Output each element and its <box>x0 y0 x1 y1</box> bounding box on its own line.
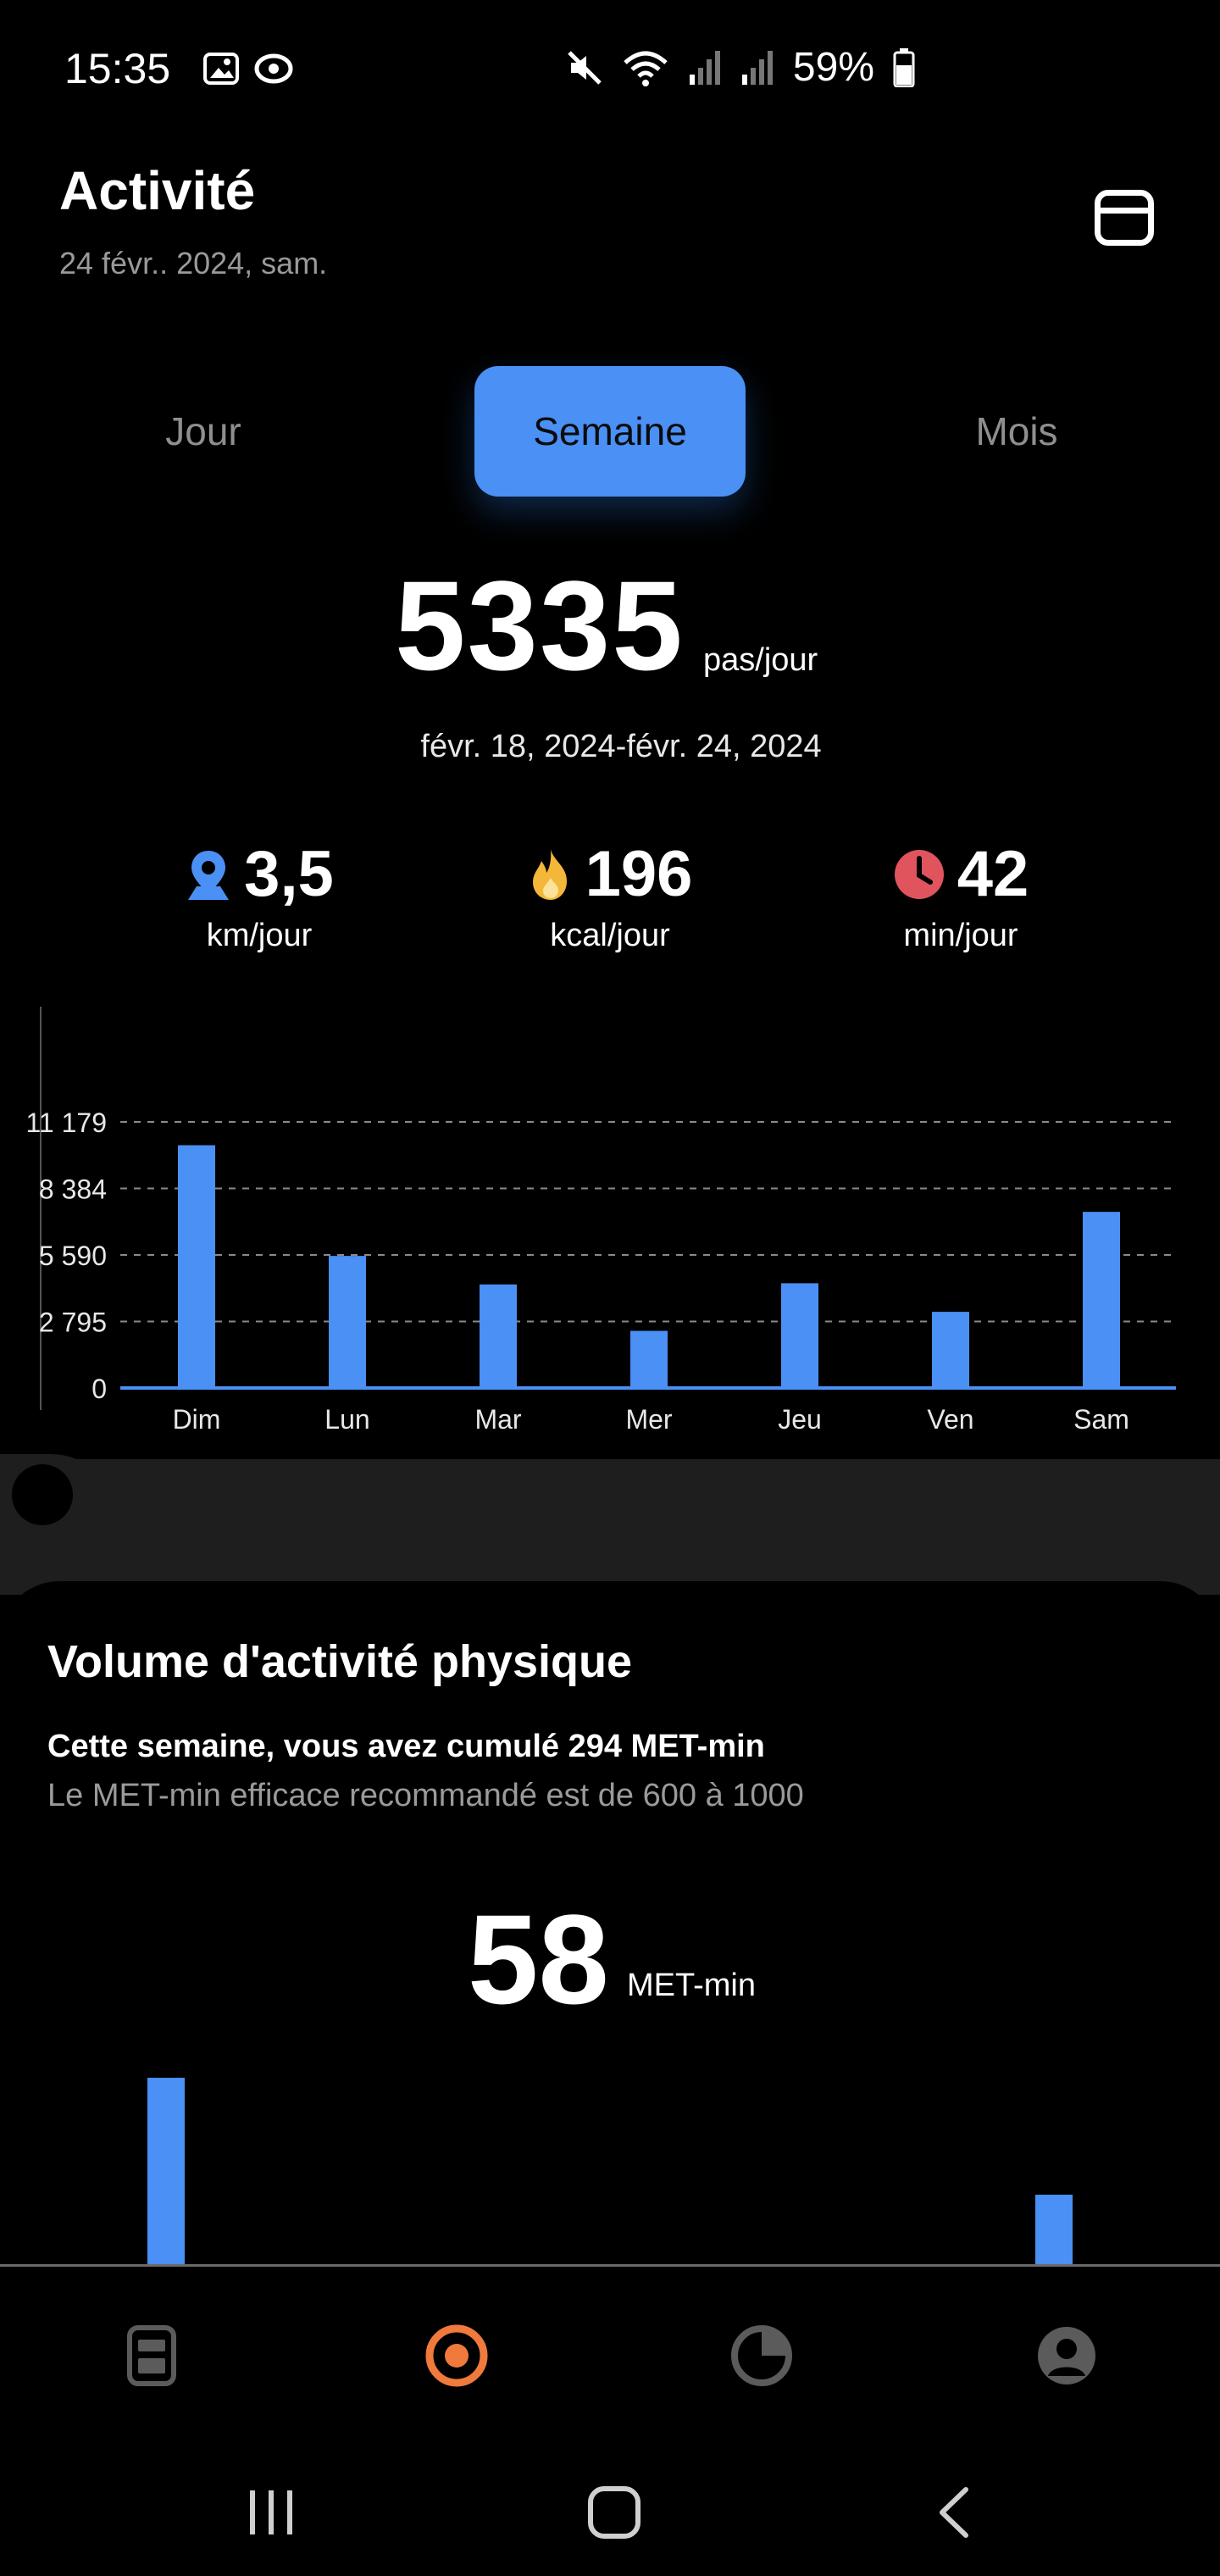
duration-unit: min/jour <box>903 918 1018 953</box>
chart-y-tick-label: 8 384 <box>39 1174 107 1205</box>
chart-x-tick-label: Sam <box>1073 1404 1129 1435</box>
activity-target-icon <box>425 2324 488 2387</box>
gallery-icon <box>203 53 239 85</box>
chart-y-tick-label: 5 590 <box>39 1241 107 1271</box>
system-navigation <box>0 2451 1220 2576</box>
chart-bar <box>781 1283 818 1388</box>
chart-bar <box>932 1312 969 1388</box>
recent-apps-button[interactable] <box>234 2474 310 2551</box>
activity-volume-card <box>0 1581 1220 2276</box>
recent-apps-icon <box>250 2490 292 2534</box>
calories-value: 196 <box>585 838 693 910</box>
distance-unit: km/jour <box>206 918 313 953</box>
steps-per-day-value: 5335 <box>395 554 685 697</box>
section-divider <box>0 1459 1220 1595</box>
met-chart-bar <box>147 2078 185 2264</box>
home-icon <box>588 2486 640 2539</box>
chart-x-tick-label: Mar <box>474 1404 521 1435</box>
calendar-icon[interactable] <box>1095 190 1154 246</box>
tab-day[interactable]: Jour <box>165 409 241 453</box>
section-title: Volume d'activité physique <box>47 1636 633 1687</box>
calories-metric: 196 kcal/jour <box>483 837 737 954</box>
signal-icon-2 <box>741 50 773 85</box>
nav-activity[interactable] <box>419 2318 495 2394</box>
mute-icon <box>568 50 602 85</box>
location-pin-icon <box>188 850 230 900</box>
met-unit: MET-min <box>627 1968 756 2003</box>
chart-y-tick-label: 2 795 <box>39 1307 107 1337</box>
tab-month[interactable]: Mois <box>975 409 1058 453</box>
chart-bar <box>178 1145 215 1388</box>
battery-icon <box>893 47 915 87</box>
chart-bar <box>329 1256 366 1388</box>
chart-x-tick-label: Dim <box>173 1404 221 1435</box>
status-notification-icons <box>203 53 293 85</box>
date-range: févr. 18, 2024-févr. 24, 2024 <box>420 729 822 764</box>
signal-icon-1 <box>689 50 720 85</box>
calories-unit: kcal/jour <box>550 918 670 953</box>
page-title: Activité <box>59 160 256 221</box>
nav-sleep[interactable] <box>724 2318 800 2394</box>
chart-bar <box>480 1284 517 1388</box>
decorative-dot <box>12 1464 73 1525</box>
chart-y-tick-label: 11 179 <box>26 1108 108 1138</box>
app-notification-icon <box>254 53 293 84</box>
nav-daily-summary[interactable] <box>114 2318 190 2394</box>
met-recommendation: Le MET-min efficace recommandé est de 60… <box>47 1778 804 1813</box>
back-icon <box>940 2487 968 2538</box>
met-summary: Cette semaine, vous avez cumulé 294 MET-… <box>47 1729 765 1764</box>
clock-icon <box>894 849 944 899</box>
chart-y-tick-label: 0 <box>92 1374 107 1404</box>
met-value: 58 <box>468 1888 609 2030</box>
chart-x-tick-label: Ven <box>927 1404 973 1435</box>
distance-value: 3,5 <box>244 838 334 910</box>
bottom-navigation <box>0 2264 1220 2451</box>
status-system-icons: 59% <box>566 44 915 91</box>
chart-x-tick-label: Mer <box>625 1404 672 1435</box>
steps-unit: pas/jour <box>703 642 818 678</box>
duration-metric: 42 min/jour <box>834 837 1088 954</box>
status-time: 15:35 <box>64 45 171 92</box>
daily-summary-icon <box>127 2325 176 2386</box>
sleep-icon <box>731 2325 792 2386</box>
tab-week[interactable]: Semaine <box>474 366 746 497</box>
duration-value: 42 <box>957 838 1029 910</box>
distance-metric: 3,5 km/jour <box>132 837 386 954</box>
flame-icon <box>532 848 567 900</box>
met-chart-bar <box>1035 2195 1073 2264</box>
chart-x-tick-label: Lun <box>324 1404 369 1435</box>
profile-icon <box>1038 2327 1095 2384</box>
wifi-icon <box>624 51 668 86</box>
chart-bar <box>630 1330 668 1388</box>
chart-x-tick-label: Jeu <box>778 1404 822 1435</box>
weekly-steps-chart: 0 2 795 5 590 8 384 11 179 Dim Lun Mar Mer Jeu Ven… <box>26 1007 1176 1435</box>
page-date: 24 févr.. 2024, sam. <box>59 246 328 280</box>
nav-profile[interactable] <box>1029 2318 1105 2394</box>
battery-percent: 59% <box>792 45 874 90</box>
chart-bar <box>1083 1212 1120 1388</box>
back-button[interactable] <box>915 2474 991 2551</box>
home-button[interactable] <box>576 2474 652 2551</box>
